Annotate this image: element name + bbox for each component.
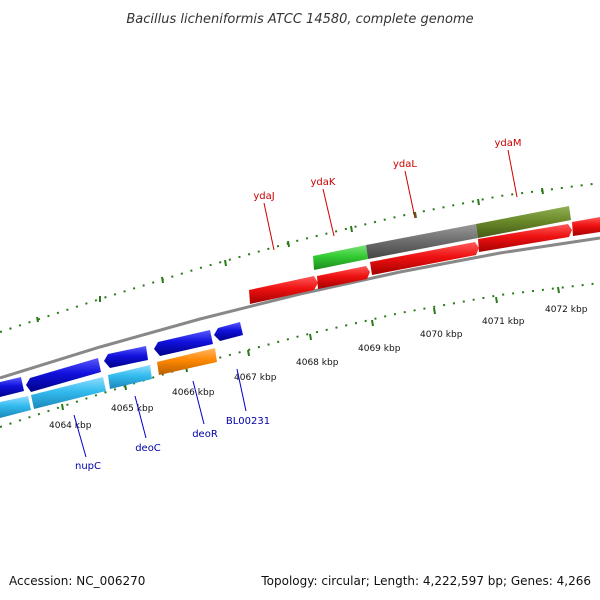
gene-feature[interactable] [108, 365, 152, 389]
genome-backbone [0, 236, 600, 380]
gene-feature[interactable] [104, 346, 148, 368]
outer-tick-track [0, 182, 600, 333]
bottom-gene-labels: nupC deoC deoR BL00231 [73, 368, 270, 472]
gene-feature[interactable] [0, 377, 24, 397]
forward-strand-features [249, 206, 600, 304]
gene-feature[interactable] [26, 358, 101, 392]
label-leader-line [236, 368, 247, 412]
gene-feature[interactable] [317, 266, 370, 289]
gene-label[interactable]: ydaM [494, 138, 521, 149]
kbp-label: 4068 kbp [296, 358, 339, 368]
gene-feature[interactable] [476, 206, 571, 238]
label-leader-line [73, 414, 87, 458]
gene-label[interactable]: deoC [135, 443, 161, 454]
kbp-label: 4064 kbp [49, 421, 92, 431]
reverse-strand-features [0, 322, 243, 418]
gene-label[interactable]: ydaL [393, 159, 417, 170]
kbp-label: 4069 kbp [358, 344, 401, 354]
label-leader-line [404, 170, 416, 219]
label-leader-line [507, 149, 518, 198]
kbp-labels: 4064 kbp 4065 kbp 4066 kbp 4067 kbp 4068… [49, 305, 588, 431]
gene-feature[interactable] [157, 348, 217, 375]
gene-feature[interactable] [478, 224, 572, 252]
gene-feature[interactable] [370, 242, 479, 275]
gene-feature[interactable] [214, 322, 243, 341]
kbp-label: 4072 kbp [545, 305, 588, 315]
gene-feature[interactable] [0, 396, 31, 418]
gene-label[interactable]: BL00231 [226, 416, 270, 427]
gene-feature[interactable] [31, 377, 106, 409]
label-leader-line [134, 395, 147, 439]
label-leader-line [322, 188, 335, 237]
inner-major-ticks [61, 286, 560, 411]
gene-label[interactable]: ydaJ [253, 191, 274, 202]
kbp-label: 4065 kbp [111, 404, 154, 414]
map-title: Bacillus licheniformis ATCC 14580, compl… [126, 12, 473, 27]
genome-summary-text: Topology: circular; Length: 4,222,597 bp… [261, 574, 591, 588]
gene-feature[interactable] [572, 217, 600, 236]
gene-feature[interactable] [249, 276, 318, 304]
accession-text: Accession: NC_006270 [9, 574, 146, 588]
kbp-label: 4067 kbp [234, 373, 277, 383]
gene-label[interactable]: nupC [75, 461, 101, 472]
gene-feature[interactable] [366, 224, 478, 259]
gene-label[interactable]: deoR [192, 429, 218, 440]
gene-label[interactable]: ydaK [311, 177, 336, 188]
kbp-label: 4066 kbp [172, 388, 215, 398]
gene-feature[interactable] [154, 330, 213, 356]
kbp-label: 4071 kbp [482, 317, 525, 327]
gene-feature[interactable] [313, 245, 368, 270]
kbp-label: 4070 kbp [420, 330, 463, 340]
outer-major-ticks [36, 187, 544, 323]
inner-tick-track [0, 282, 600, 428]
top-gene-labels: ydaJ ydaK ydaL ydaM [253, 138, 522, 251]
label-leader-line [192, 380, 205, 425]
label-leader-line [263, 202, 275, 251]
